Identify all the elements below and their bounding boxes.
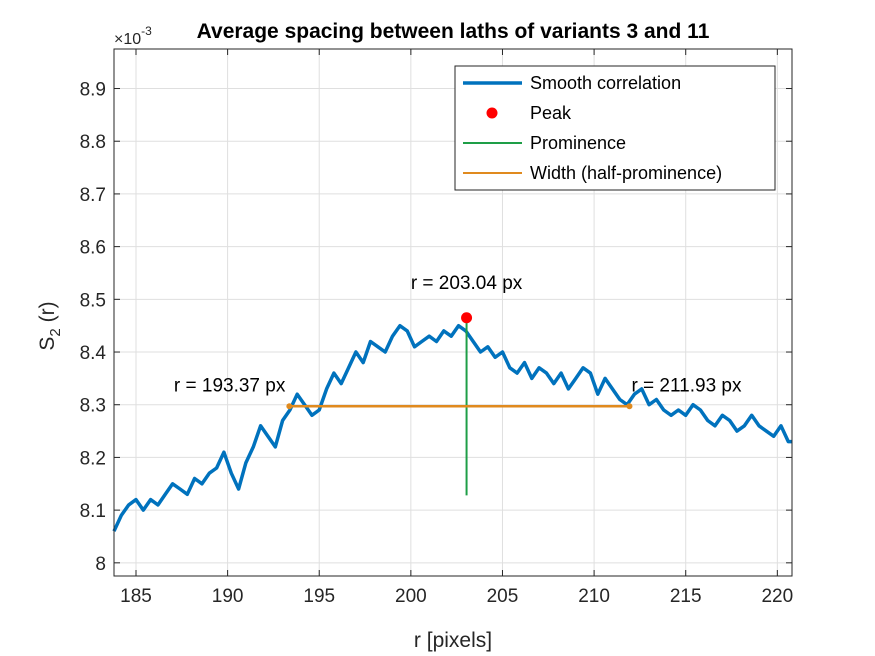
x-tick-label: 215 (670, 586, 702, 607)
legend-label: Smooth correlation (530, 73, 681, 93)
y-tick-label: 8.9 (80, 80, 106, 101)
x-axis-label: r [pixels] (414, 629, 492, 652)
width-right-label: r = 211.93 px (631, 375, 742, 396)
x-tick-label: 210 (578, 586, 610, 607)
y-exponent-power: -3 (141, 24, 152, 38)
width-left-label: r = 193.37 px (174, 375, 286, 396)
legend-swatch-marker (486, 107, 498, 119)
peak-marker (461, 312, 473, 324)
x-tick-label: 205 (487, 586, 519, 607)
y-axis-label-main: S (36, 337, 59, 351)
y-tick-label: 8.1 (80, 501, 106, 522)
y-axis-label-sub: 2 (47, 328, 64, 336)
y-tick-label: 8.2 (80, 448, 106, 469)
x-tick-label: 220 (761, 586, 793, 607)
ticks: 185 190 195 200 205 210 215 220 8 8.1 8.2 8.3 8.4 8.5… (80, 49, 793, 607)
annotation-layer: r = 203.04 px r = 193.37 px r = 211.93 px (174, 273, 742, 496)
legend: Smooth correlation Peak Prominence Width (h… (454, 65, 776, 191)
chart-title: Average spacing between laths of variant… (197, 20, 710, 43)
width-right-endpoint (626, 403, 633, 410)
y-axis-label: S2 (r) (36, 301, 64, 350)
width-left-endpoint (286, 403, 293, 410)
y-tick-label: 8.8 (80, 132, 106, 153)
peak-label: r = 203.04 px (411, 273, 523, 294)
y-tick-label: 8.6 (80, 238, 106, 259)
legend-label: Peak (530, 103, 572, 123)
plot-frame (113, 48, 793, 577)
y-exponent-label: ×10-3 (114, 24, 152, 48)
x-tick-label: 185 (120, 586, 152, 607)
y-tick-label: 8 (95, 554, 106, 575)
x-tick-label: 195 (303, 586, 335, 607)
y-tick-label: 8.5 (80, 290, 106, 311)
legend-label: Width (half-prominence) (530, 163, 722, 183)
y-axis-label-rest: (r) (36, 301, 59, 328)
legend-box (454, 65, 776, 191)
y-tick-label: 8.3 (80, 396, 106, 417)
series-line-smooth-correlation (112, 323, 792, 532)
x-tick-label: 200 (395, 586, 427, 607)
y-exponent-prefix: ×10 (114, 31, 141, 48)
series-layer (112, 323, 792, 532)
x-tick-label: 190 (212, 586, 244, 607)
legend-label: Prominence (530, 133, 626, 153)
y-tick-label: 8.7 (80, 185, 106, 206)
y-tick-label: 8.4 (80, 343, 107, 364)
